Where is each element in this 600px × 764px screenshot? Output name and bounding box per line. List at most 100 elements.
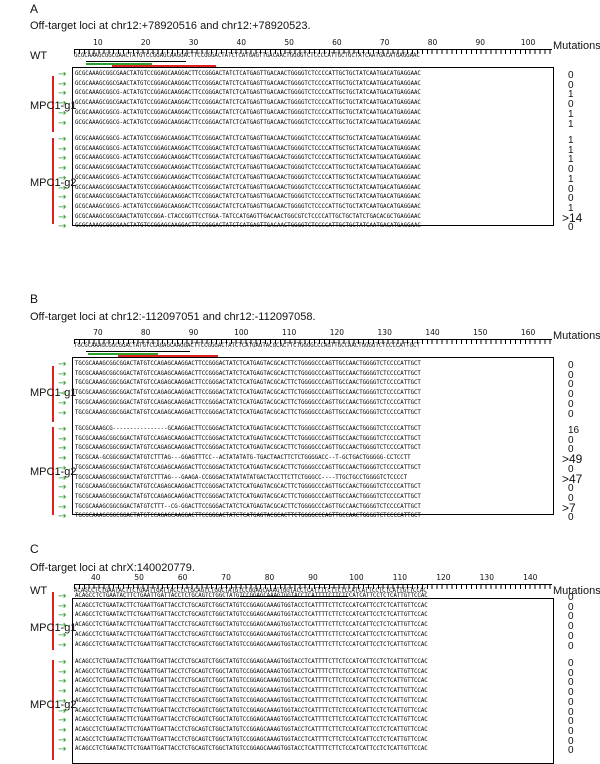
mutation-count: >7 (562, 500, 576, 515)
read-sequence: GCGCAAAGCGGCGAACTATGTCCGGAGCAAGGACTTCCGG… (75, 184, 421, 191)
ruler-tick-label: 50 (134, 573, 144, 582)
read-arrow-icon: → (58, 443, 67, 455)
read-arrow-icon: → (58, 472, 67, 484)
read-sequence: ACAGCCTCTGAATACTTCTGAATTGATTACCTCTGCAGTC… (75, 612, 428, 619)
mutation-count: 0 (568, 444, 574, 456)
read-arrow-icon: → (58, 657, 67, 668)
mutation-count: 0 (568, 193, 574, 205)
mutation-count: 1 (568, 202, 574, 214)
mutation-count: 16 (568, 425, 580, 436)
read-arrow-icon: → (58, 211, 67, 223)
mutation-count: 1 (568, 154, 574, 166)
read-arrow-icon: → (58, 482, 67, 494)
read-sequence: ACAGCCTCTGAATACTTCTGAATTGATTACCTCTGCAGTC… (75, 707, 428, 714)
read-arrow-icon: → (58, 78, 67, 90)
read-arrow-icon: → (58, 107, 67, 119)
read-sequence: TGCGCAAAGCGGCGGACTATGTCCAGAGCAAGGACTTCCG… (75, 435, 421, 442)
ruler-tick-label: 160 (520, 328, 536, 337)
ruler-tick-label: 70 (93, 328, 103, 337)
alignment-box: TGCGCAAAGCGGCGGACTATGTCCAGAGCAAGGACTTCCG… (72, 357, 554, 519)
read-arrow-icon: → (58, 695, 67, 707)
read-sequence: TGCGCAAAGCGGCGGACTATGTCCAGAGCAAGGACTTCCG… (75, 464, 421, 471)
read-sequence: TGCGCAA-GCGGCGGACTATGTCTTTAG---GGAGTTTCC… (75, 455, 411, 462)
position-ruler: 70 80 90 100 110 120 130 140 150 160 (74, 328, 552, 348)
read-sequence: GCGCAAAGCGGCGAACTATGTCCGGAGCAAGGACTTCCGG… (75, 165, 421, 172)
read-sequence: ACAGCCTCTGAATACTTCTGAATTGATTACCTCTGCAGTC… (75, 746, 428, 753)
read-arrow-icon: → (58, 182, 67, 194)
ruler-tick-label: 70 (379, 38, 390, 47)
mutation-count: 0 (568, 745, 574, 757)
group-label-g2: MPC1-g2 (30, 699, 77, 711)
read-sequence: GCGCAAAGCGGCG-ACTATGTCCGGAGCAAGGACTTCCGG… (75, 109, 421, 116)
read-arrow-icon: → (58, 98, 67, 110)
mutation-count: 0 (568, 369, 574, 381)
read-arrow-icon: → (58, 666, 67, 678)
read-sequence: TGCGCAAAGCGGCGGACTATGTCCAGAGCAAGGACTTCCG… (75, 370, 421, 377)
guide-target-underline (112, 65, 216, 67)
guide-underline (86, 351, 190, 352)
mutation-count: 0 (568, 592, 574, 603)
read-arrow-icon: → (58, 491, 67, 503)
read-arrow-icon: → (58, 143, 67, 155)
ruler-tick-label: 100 (520, 38, 536, 47)
read-sequence: GCGCAAAGCGGCGAACTATGTCCGGAGCAAGGACTTCCGG… (75, 80, 421, 87)
ruler-tick-label: 110 (392, 573, 408, 582)
read-arrow-icon: → (58, 453, 67, 465)
mutation-count: 0 (568, 222, 574, 234)
read-arrow-icon: → (58, 705, 67, 717)
read-arrow-icon: → (58, 744, 67, 756)
group-bar-g2 (52, 660, 54, 760)
group-label-g1: MPC1-g1 (30, 622, 77, 634)
read-sequence: TGCGCAAAGCGGCGGACTATGTCCAGAGCAAGGACTTCCG… (75, 361, 421, 367)
ruler-tick-label: 110 (281, 328, 297, 337)
alignment-box: ACAGCCTCTGAATACTTCTGAATTGATTACCTCTGCAGTC… (72, 593, 554, 764)
ruler-tick-label: 60 (332, 38, 342, 47)
group-label-g1: MPC1-g1 (30, 387, 77, 399)
mutations-header: Mutations (553, 330, 600, 342)
read-arrow-icon: → (58, 610, 67, 622)
read-sequence: GCGCAAAGCGGCG-ACTATGTCCGGAGCAAGGACTTCCGG… (75, 136, 421, 142)
pam-underline (86, 63, 152, 65)
mutation-count: >49 (562, 452, 583, 467)
ruler-tick-label: 130 (479, 573, 494, 582)
read-sequence: ACAGCCTCTGAATACTTCTGAATTGATTACCTCTGCAGTC… (75, 697, 428, 704)
read-sequence: ACAGCCTCTGAATACTTCTGAATTGATTACCTCTGCAGTC… (75, 659, 428, 665)
mutation-count: 0 (568, 640, 574, 652)
read-sequence: GCGCAAAGCGGCG-ACTATGTCCGGAGCAAGGACTTCCGG… (75, 119, 421, 126)
ruler-tick-label: 120 (329, 328, 345, 337)
read-arrow-icon: → (58, 192, 67, 204)
read-arrow-icon: → (58, 221, 67, 233)
mutation-count: 0 (568, 601, 574, 613)
read-arrow-icon: → (58, 676, 67, 688)
mutation-count: 0 (568, 716, 574, 728)
guide-target-underline (118, 355, 218, 357)
mutation-count: 0 (568, 492, 574, 504)
read-sequence: TGCGCAAAGCGGCGGACTATGTCCAGAGCAAGGACTTCCG… (75, 493, 421, 500)
read-sequence: ACAGCCTCTGAATACTTCTGAATTGATTACCTCTGCAGTC… (75, 726, 428, 733)
mutation-count: 1 (568, 118, 574, 130)
read-arrow-icon: → (58, 686, 67, 698)
read-arrow-icon: → (58, 368, 67, 380)
ruler-tick-label: 90 (308, 573, 318, 582)
read-arrow-icon: → (58, 388, 67, 400)
mutation-count: >14 (562, 210, 583, 225)
read-sequence: TGCGCAAAGCGGCGGACTATGTCCAGAGCAAGGACTTCCG… (75, 390, 421, 397)
read-arrow-icon: → (58, 639, 67, 651)
read-sequence: ACAGCCTCTGAATACTTCTGAATTGATTACCTCTGCAGTC… (75, 736, 428, 743)
group-bar-g1 (52, 592, 54, 650)
read-arrow-icon: → (58, 88, 67, 100)
group-bar-g2 (52, 427, 54, 515)
wt-label: WT (30, 585, 48, 597)
panel-label: C (30, 542, 39, 556)
mutation-count: 0 (568, 677, 574, 689)
wt-sequence: GCGCAAAGCGGCGAACTATGTCCGGAGCAAGGACTTCCGG… (74, 53, 420, 59)
read-arrow-icon: → (58, 600, 67, 612)
position-ruler: 10 20 30 40 50 60 70 80 90 100 (74, 38, 552, 58)
alignment-box: GCGCAAAGCGGCGAACTATGTCCGGAGCAAGGACTTCCGG… (72, 67, 554, 229)
ruler-tick-label: 50 (284, 38, 294, 47)
read-sequence: ACAGCCTCTGAATACTTCTGAATTGATTACCTCTGCAGTC… (75, 631, 428, 638)
read-sequence: ACAGCCTCTGAATACTTCTGAATTGATTACCTCTGCAGTC… (75, 602, 428, 609)
read-sequence: GCGCAAAGCGGCG-ACTATGTCCGGAGCAAGGACTTCCGG… (75, 203, 421, 210)
read-arrow-icon: → (58, 511, 67, 523)
read-sequence: GCGCAAAGCGGCGAACTATGTCCGGAGCAAGGACTTCCGG… (75, 71, 421, 77)
